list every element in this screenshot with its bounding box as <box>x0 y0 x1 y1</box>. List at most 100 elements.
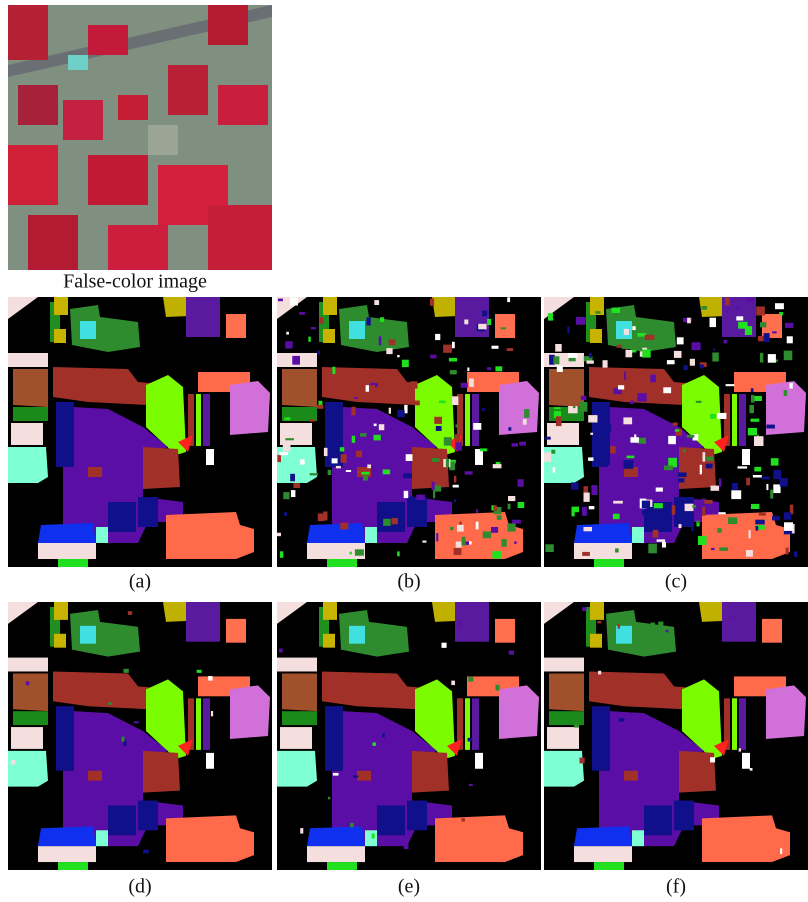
speckle <box>687 318 691 324</box>
speckle <box>612 308 621 313</box>
speckle <box>379 424 385 430</box>
speckle <box>283 492 289 499</box>
speckle <box>688 465 696 468</box>
speckle <box>373 742 376 745</box>
speckle <box>618 385 624 389</box>
panel-label: (d) <box>128 876 151 898</box>
speckle <box>283 445 291 451</box>
speckle <box>410 381 417 388</box>
speckle <box>404 405 407 413</box>
speckle <box>332 458 338 463</box>
speckle <box>286 332 289 335</box>
speckle <box>452 342 455 348</box>
classification-map <box>544 602 808 870</box>
speckle <box>726 384 735 386</box>
false-color-image <box>8 5 272 270</box>
panel-label: (b) <box>397 571 420 593</box>
speckle <box>492 346 499 349</box>
speckle <box>389 438 396 441</box>
classification-map <box>277 602 541 870</box>
speckle <box>351 407 355 416</box>
speckle <box>773 470 781 480</box>
speckle <box>467 368 469 372</box>
speckle <box>354 397 357 399</box>
speckle <box>279 452 288 455</box>
speckle <box>439 401 445 403</box>
speckle <box>404 843 409 849</box>
speckle <box>469 541 472 544</box>
speckle <box>329 442 331 449</box>
speckle <box>454 476 456 483</box>
speckle <box>372 834 375 839</box>
speckle <box>456 425 458 428</box>
speckle <box>615 548 619 552</box>
speckle <box>402 360 409 367</box>
speckle <box>756 307 765 316</box>
speckle <box>320 317 324 324</box>
speckle <box>554 407 561 409</box>
speckle <box>318 401 322 406</box>
speckle <box>496 685 500 691</box>
speckle <box>443 345 452 353</box>
figure: False-color image (a) (b) (c) (d) (e) (f… <box>0 0 808 902</box>
speckle <box>430 299 434 306</box>
speckle <box>411 496 414 504</box>
speckle <box>772 331 777 333</box>
speckle <box>293 483 300 488</box>
speckle <box>340 523 348 530</box>
panel-label: (c) <box>665 571 687 593</box>
speckle <box>450 527 453 531</box>
speckle <box>356 371 359 376</box>
speckle <box>780 848 782 854</box>
speckle <box>374 435 381 441</box>
speckle <box>523 419 527 425</box>
speckle <box>700 465 702 475</box>
speckle <box>284 417 290 420</box>
speckle <box>770 490 773 499</box>
speckle <box>642 501 650 509</box>
speckle <box>764 333 770 342</box>
speckle <box>697 521 700 523</box>
speckle <box>386 348 392 354</box>
speckle <box>278 299 283 302</box>
speckle <box>706 464 713 469</box>
speckle <box>674 351 682 358</box>
speckle <box>570 431 577 434</box>
speckle <box>548 313 553 321</box>
speckle <box>749 530 751 538</box>
speckle <box>442 643 447 648</box>
speckle <box>545 544 553 552</box>
classification-map <box>8 297 272 567</box>
speckle <box>457 525 464 532</box>
speckle <box>687 435 695 438</box>
speckle <box>512 443 518 446</box>
speckle <box>406 454 413 461</box>
speckle <box>382 733 385 737</box>
speckle <box>508 504 511 510</box>
speckle <box>619 418 623 426</box>
speckle <box>678 472 687 477</box>
speckle <box>568 353 578 358</box>
speckle <box>311 327 316 329</box>
speckle <box>703 452 706 461</box>
speckle <box>717 413 726 419</box>
speckle <box>386 330 394 332</box>
speckle <box>732 483 738 490</box>
speckle <box>713 348 715 350</box>
speckle <box>626 350 633 357</box>
speckle <box>557 366 563 372</box>
speckle <box>360 433 366 437</box>
speckle <box>630 401 633 405</box>
speckle <box>366 385 369 392</box>
speckle <box>584 493 590 502</box>
speckle <box>588 457 593 461</box>
speckle <box>654 503 663 508</box>
speckle <box>317 405 324 409</box>
speckle <box>404 491 409 498</box>
speckle <box>328 470 332 475</box>
speckle <box>392 518 398 524</box>
speckle <box>434 417 442 424</box>
speckle <box>766 425 775 429</box>
speckle <box>576 317 586 325</box>
speckle <box>468 677 473 682</box>
